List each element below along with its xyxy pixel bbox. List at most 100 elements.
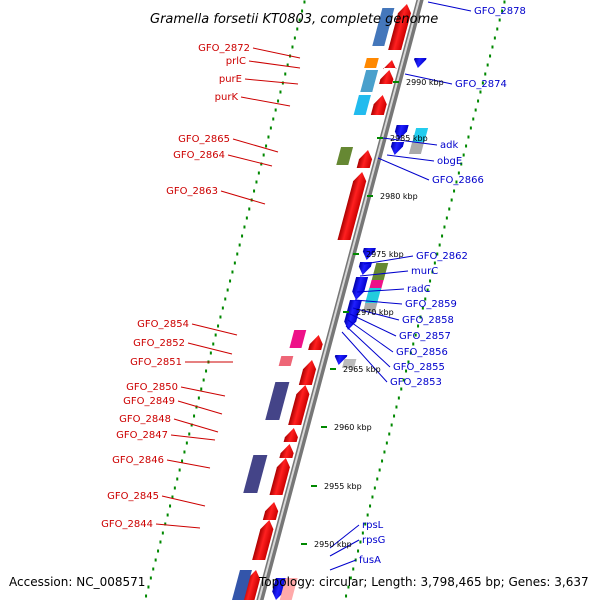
kbp-tick	[311, 485, 317, 487]
kbp-tick	[393, 81, 399, 83]
tick-dot	[236, 252, 239, 256]
tick-dot	[345, 594, 348, 598]
tick-dot	[503, 0, 506, 4]
tick-dot	[286, 63, 289, 67]
kbp-tick	[377, 137, 383, 139]
tick-dot	[445, 216, 448, 220]
leader-line	[170, 434, 216, 441]
rna-feature-block	[368, 280, 384, 290]
tick-dot	[474, 108, 477, 112]
leader-line	[349, 313, 397, 337]
tick-dot	[397, 396, 400, 400]
tick-dot	[412, 342, 415, 346]
tick-dot	[407, 360, 410, 364]
leader-lines	[155, 1, 472, 571]
leader-line	[252, 47, 301, 59]
tick-dot	[149, 576, 152, 580]
leader-line	[232, 138, 279, 153]
tick-dot	[291, 45, 294, 49]
gene-label: GFO_2844	[101, 519, 153, 530]
reverse-gene-arrow	[362, 248, 376, 260]
tick-dot	[181, 459, 184, 463]
tick-dot	[477, 99, 480, 103]
tick-dot	[426, 288, 429, 292]
tick-dot	[484, 72, 487, 76]
leader-line	[180, 386, 226, 397]
tick-dot	[164, 522, 167, 526]
gene-label: GFO_2855	[393, 362, 445, 373]
tick-dot	[176, 477, 179, 481]
tick-dot	[489, 54, 492, 58]
kbp-label: 2985 kbp	[390, 134, 428, 143]
tick-dot	[188, 432, 191, 436]
tick-dot	[178, 468, 181, 472]
leader-line	[352, 307, 400, 321]
reverse-gene-arrow	[414, 58, 427, 68]
gene-label: GFO_2845	[107, 491, 159, 502]
kbp-tick	[301, 543, 307, 545]
tick-dot	[243, 225, 246, 229]
gene-label: GFO_2857	[399, 331, 451, 342]
forward-gene-arrow	[288, 385, 310, 425]
tick-dot	[381, 459, 384, 463]
tick-dot	[421, 306, 424, 310]
reverse-gene-arrow	[272, 578, 288, 600]
tick-dot	[457, 171, 460, 175]
gene-label: GFO_2854	[137, 319, 189, 330]
tick-dot	[501, 9, 504, 13]
kbp-label: 2990 kbp	[406, 78, 444, 87]
tick-dot	[229, 279, 232, 283]
rna-feature-block	[364, 288, 382, 304]
leader-line	[220, 190, 266, 205]
tick-dot	[357, 549, 360, 553]
leader-line	[240, 96, 291, 107]
tick-dot	[224, 297, 227, 301]
tick-dot	[238, 243, 241, 247]
tick-dot	[267, 135, 270, 139]
accession-text: Accession: NC_008571	[9, 575, 145, 589]
leader-line	[329, 524, 360, 549]
tick-dot	[226, 288, 229, 292]
leader-line	[347, 319, 394, 353]
tick-dot	[147, 585, 150, 589]
tick-dot	[455, 180, 458, 184]
reverse-gene-arrow	[390, 142, 405, 155]
tick-dot	[262, 153, 265, 157]
rna-feature-block	[243, 455, 268, 493]
tick-dot	[383, 450, 386, 454]
rna-feature-block	[353, 95, 371, 115]
tick-dot	[481, 81, 484, 85]
leader-line	[166, 459, 211, 469]
kbp-tick	[343, 311, 349, 313]
tick-dot	[429, 279, 432, 283]
tick-dot	[388, 432, 391, 436]
tick-dot	[205, 369, 208, 373]
tick-dot	[395, 405, 398, 409]
gene-label: GFO_2878	[474, 6, 526, 17]
reverse-gene-arrow	[394, 125, 409, 140]
tick-dot	[359, 540, 362, 544]
tick-dot	[462, 153, 465, 157]
leader-line	[354, 299, 403, 305]
leader-line	[386, 154, 435, 162]
tick-dot	[221, 306, 224, 310]
tick-dot	[364, 522, 367, 526]
leader-line	[427, 1, 472, 12]
tick-dot	[301, 9, 304, 13]
tick-dot	[209, 351, 212, 355]
rna-feature-block	[336, 147, 354, 165]
leader-line	[161, 495, 206, 507]
kbp-label: 2950 kbp	[314, 540, 352, 549]
tick-dot	[498, 18, 501, 22]
tick-dot	[472, 117, 475, 121]
tick-dot	[385, 441, 388, 445]
forward-gene-arrow	[383, 60, 397, 70]
gene-label: rpsG	[362, 535, 385, 546]
tick-dot	[265, 144, 268, 148]
leader-line	[404, 73, 453, 85]
tick-dot	[253, 189, 256, 193]
gene-label: obgE	[437, 156, 462, 167]
tick-dot	[296, 27, 299, 31]
gene-label: GFO_2849	[123, 396, 175, 407]
